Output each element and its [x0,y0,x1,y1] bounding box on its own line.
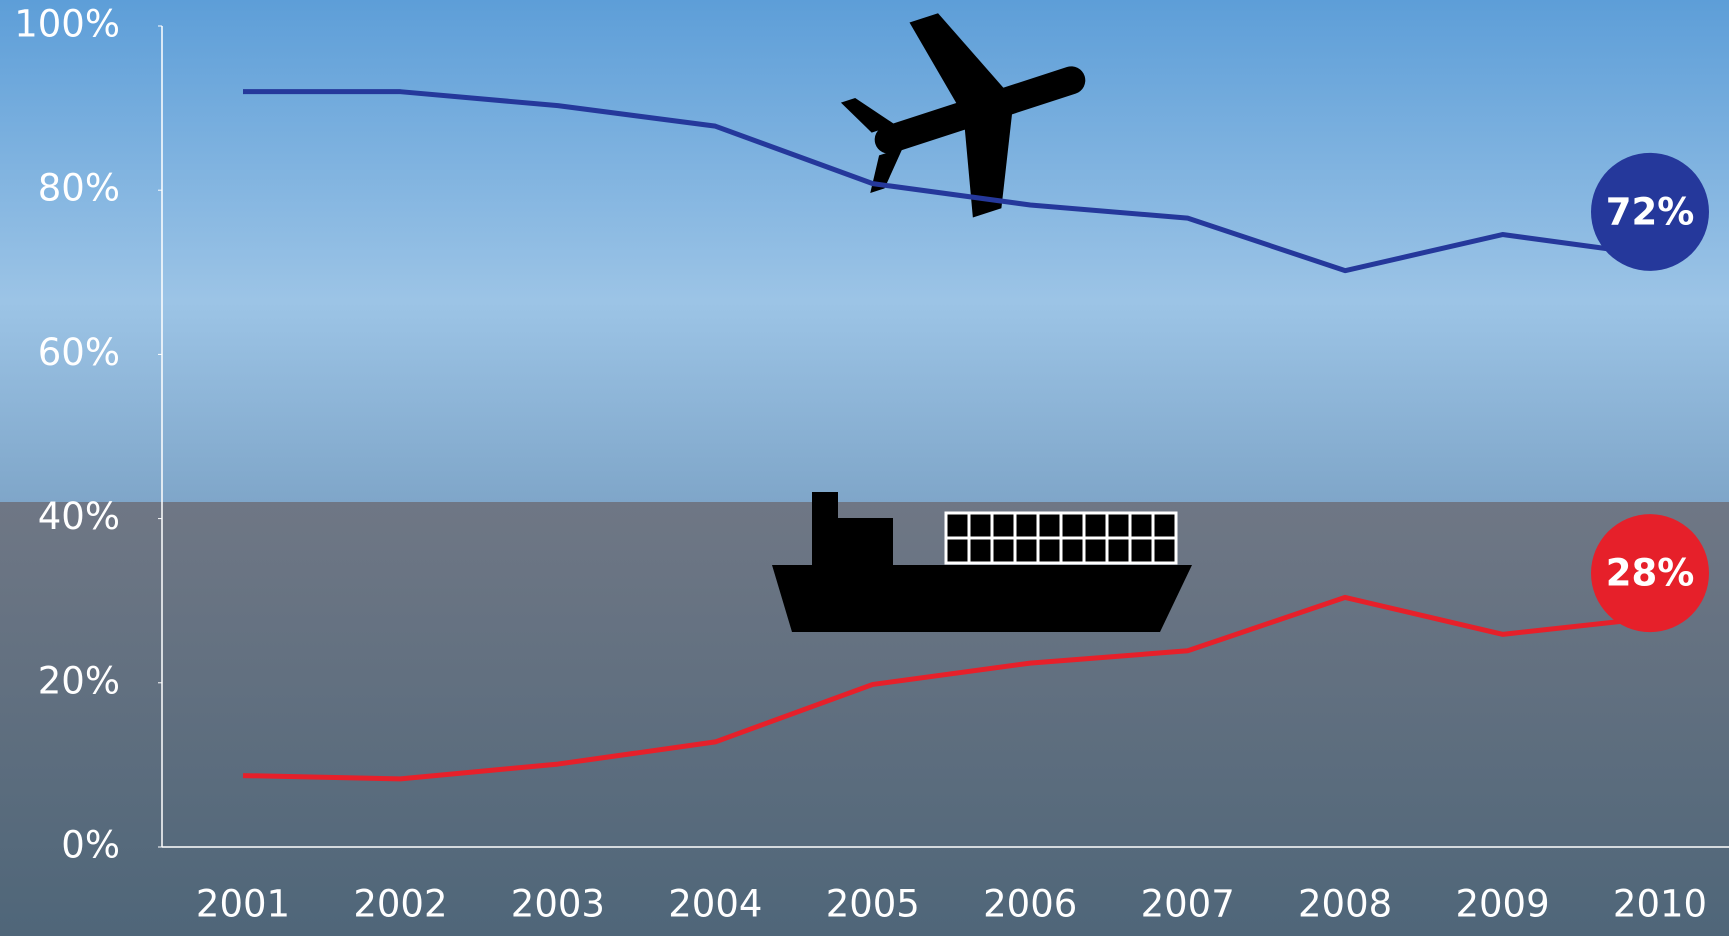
x-tick-label: 2008 [1298,883,1392,926]
y-tick-label: 20% [38,659,120,702]
value-badge [1591,514,1709,633]
x-tick-label: 2009 [1455,883,1549,926]
ship-icon [772,492,1192,632]
x-tick-label: 2004 [668,883,762,926]
series-line [243,89,1661,274]
y-tick-label: 60% [38,331,120,374]
x-tick-label: 2006 [983,883,1077,926]
y-tick-label: 0% [61,824,120,867]
y-tick-label: 80% [38,167,120,210]
x-tick-label: 2003 [511,883,605,926]
x-tick-label: 2001 [196,883,290,926]
value-badge [1591,152,1709,271]
y-tick-label: 40% [38,495,120,538]
y-tick-label: 100% [14,3,120,46]
series-line [242,594,1661,782]
sky-background [0,0,1729,502]
value-label: 72% [1606,190,1695,233]
x-tick-label: 2010 [1613,883,1707,926]
x-tick-label: 2007 [1141,883,1235,926]
x-tick-label: 2002 [353,883,447,926]
value-label: 28% [1606,552,1695,595]
plane-icon [840,13,1086,218]
x-tick-label: 2005 [826,883,920,926]
